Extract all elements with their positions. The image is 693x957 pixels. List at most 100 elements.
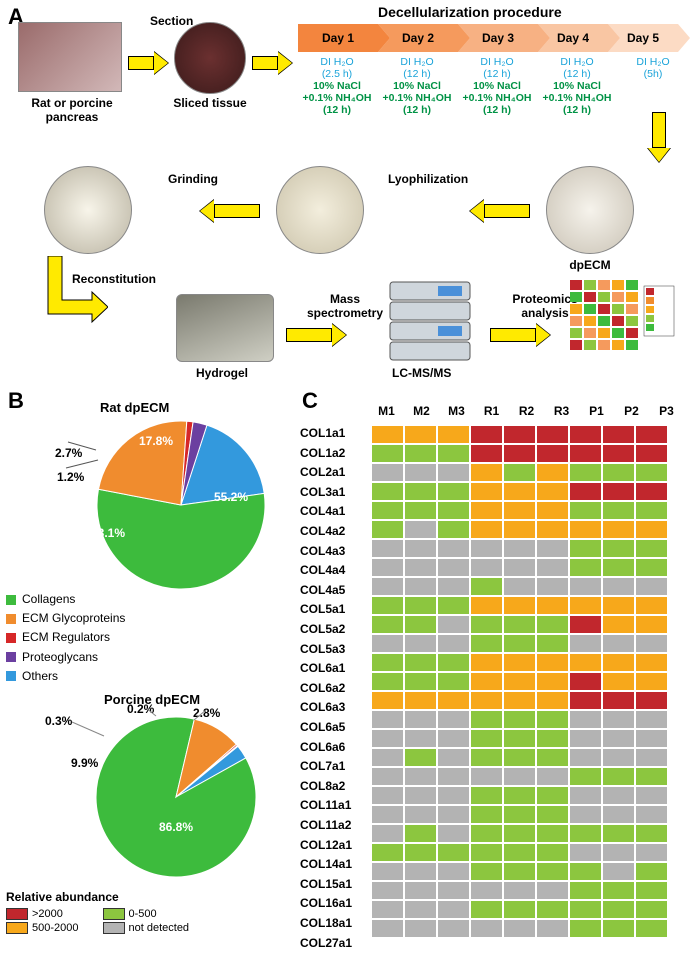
heatmap-cell (635, 558, 668, 577)
heatmap-cell (503, 577, 536, 596)
heatmap-cell (536, 786, 569, 805)
mini-heatmap-icon (570, 280, 680, 366)
arrow-proteomics (490, 324, 550, 346)
heatmap-cell (470, 482, 503, 501)
heatmap-cell (569, 558, 602, 577)
heatmap-cell (635, 729, 668, 748)
heatmap-cell (404, 482, 437, 501)
heatmap-cell (536, 672, 569, 691)
heatmap-cell (602, 748, 635, 767)
pie-legend: CollagensECM GlycoproteinsECM Regulators… (6, 590, 125, 686)
heatmap-cell (437, 615, 470, 634)
heatmap-cell (536, 900, 569, 919)
heatmap-cell (503, 520, 536, 539)
heatmap-cell (602, 919, 635, 938)
heatmap-cell (371, 444, 404, 463)
heatmap-cell (635, 900, 668, 919)
pct-label: 86.8% (159, 820, 193, 834)
heatmap-cell (635, 463, 668, 482)
heatmap-cell (569, 653, 602, 672)
heatmap-cell (404, 805, 437, 824)
heatmap-cell (536, 824, 569, 843)
abundance-legend-item: not detected (103, 922, 190, 934)
heatmap-cell (404, 919, 437, 938)
label-grinding: Grinding (168, 172, 218, 186)
heatmap-cell (470, 691, 503, 710)
heatmap-cell (602, 881, 635, 900)
heatmap-cell (437, 786, 470, 805)
heatmap-cell (404, 767, 437, 786)
heatmap-cell (437, 653, 470, 672)
heatmap-cell (635, 710, 668, 729)
heatmap-cell (569, 862, 602, 881)
pct-label: 0.3% (45, 714, 72, 728)
heatmap-cell (569, 596, 602, 615)
legend-item: Proteoglycans (6, 648, 125, 667)
heatmap-cell (635, 672, 668, 691)
heatmap-cell (404, 444, 437, 463)
heatmap-cell (536, 919, 569, 938)
heatmap-cell (602, 900, 635, 919)
heatmap-cell (503, 881, 536, 900)
heatmap-cell (437, 805, 470, 824)
heatmap-cell (371, 634, 404, 653)
heatmap-row-label: COL6a3 (300, 700, 366, 714)
heatmap-cell (437, 900, 470, 919)
heatmap-cell (635, 881, 668, 900)
heatmap-cell (602, 824, 635, 843)
heatmap-cell (503, 767, 536, 786)
heatmap-cell (470, 425, 503, 444)
heatmap-cell (503, 539, 536, 558)
heatmap-cell (569, 881, 602, 900)
heatmap-cell (470, 463, 503, 482)
heatmap-cell (536, 539, 569, 558)
heatmap-cell (635, 482, 668, 501)
day-text-4: DI H₂O(12 h)10% NaCl+0.1% NH₄OH(12 h) (540, 56, 614, 116)
heatmap-cell (470, 805, 503, 824)
heatmap-cell (602, 596, 635, 615)
heatmap-row-label: COL6a6 (300, 740, 366, 754)
heatmap-cell (503, 425, 536, 444)
heatmap-cell (437, 501, 470, 520)
heatmap-row-label: COL7a1 (300, 759, 366, 773)
heatmap-cell (371, 501, 404, 520)
heatmap-cell (437, 729, 470, 748)
heatmap-cell (503, 748, 536, 767)
label-massspec: Massspectrometry (300, 292, 390, 320)
heatmap-cell (602, 729, 635, 748)
heatmap-row-label: COL8a2 (300, 779, 366, 793)
heatmap-cell (437, 881, 470, 900)
heatmap-cell (569, 843, 602, 862)
heatmap-col-label: M1 (370, 404, 403, 418)
heatmap-row-label: COL27a1 (300, 936, 366, 950)
heatmap-cell (602, 634, 635, 653)
heatmap-cell (470, 767, 503, 786)
heatmap-cell (371, 615, 404, 634)
heatmap-cell (602, 520, 635, 539)
heatmap-cell (602, 539, 635, 558)
heatmap-cell (569, 710, 602, 729)
heatmap-cell (404, 520, 437, 539)
heatmap-col-label: R1 (475, 404, 508, 418)
heatmap-cell (602, 577, 635, 596)
heatmap-cell (371, 843, 404, 862)
legend-item: ECM Regulators (6, 628, 125, 647)
label-section: Section (150, 14, 193, 28)
heatmap-row-label: COL16a1 (300, 896, 366, 910)
heatmap-cell (404, 729, 437, 748)
heatmap-cell (536, 805, 569, 824)
heatmap-cell (437, 767, 470, 786)
heatmap-cell (437, 577, 470, 596)
heatmap-cell (569, 444, 602, 463)
heatmap-cell (503, 615, 536, 634)
pct-label: 2.8% (193, 706, 220, 720)
heatmap-cell (602, 805, 635, 824)
heatmap-cell (470, 748, 503, 767)
heatmap-row-label: COL1a1 (300, 426, 366, 440)
heatmap-cell (635, 596, 668, 615)
heatmap-col-label: R2 (510, 404, 543, 418)
heatmap-cell (569, 463, 602, 482)
heatmap-row-label: COL18a1 (300, 916, 366, 930)
heatmap-cell (503, 501, 536, 520)
heatmap-cell (371, 577, 404, 596)
